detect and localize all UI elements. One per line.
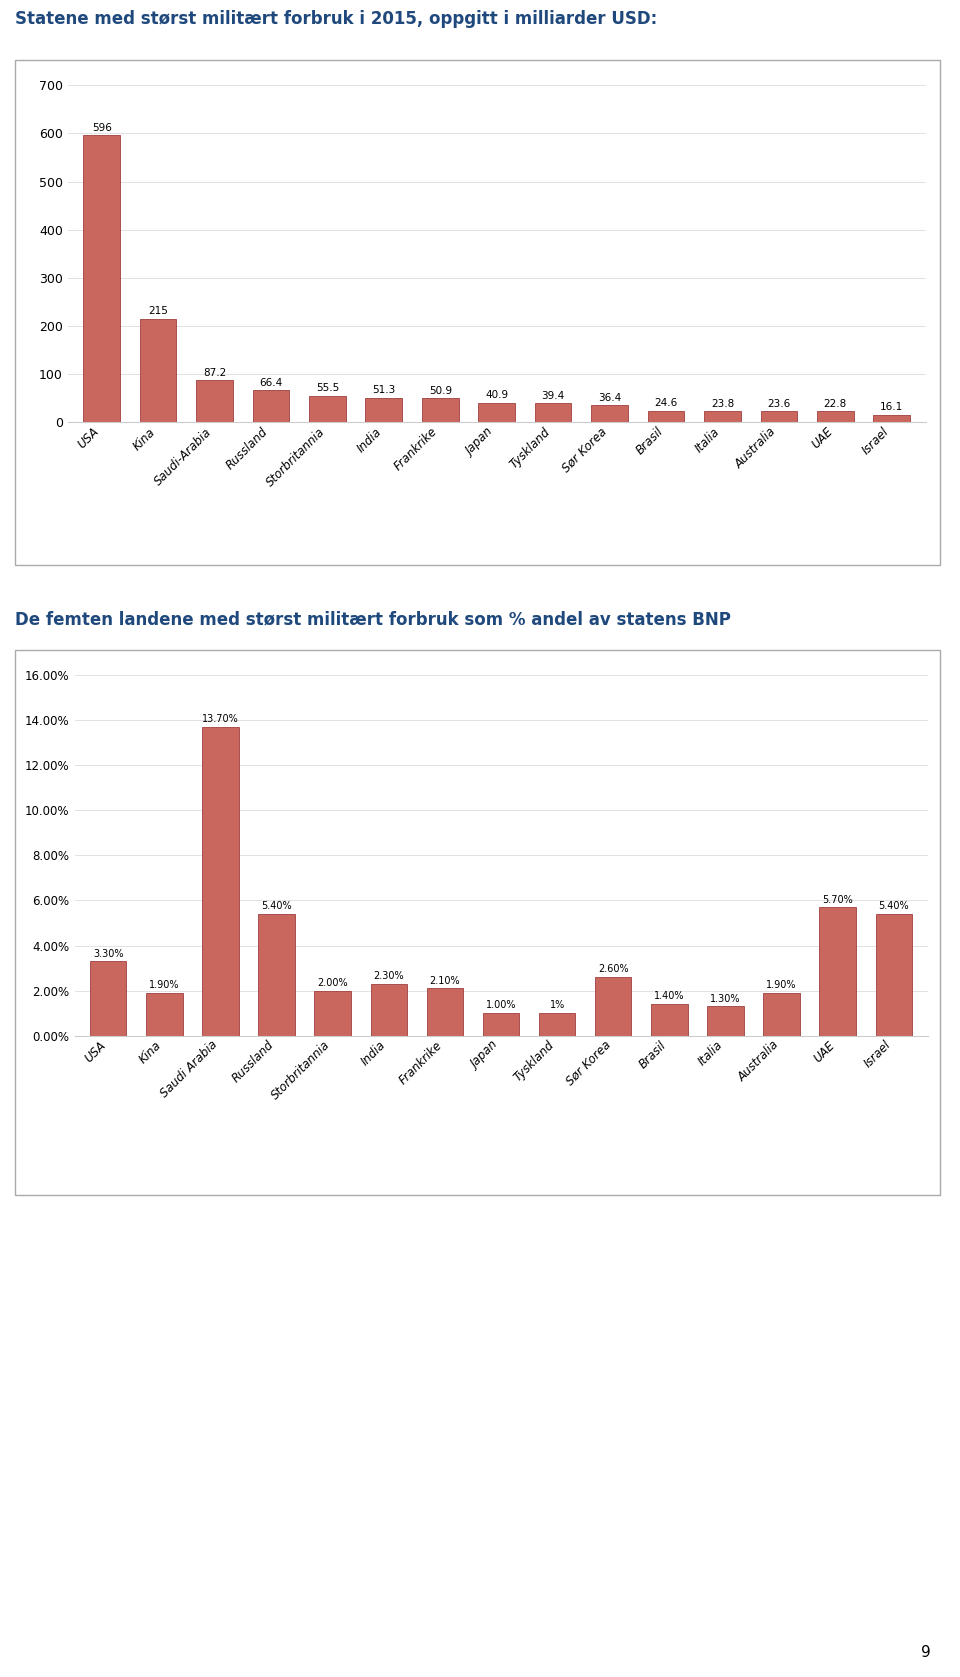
Bar: [366, 397, 402, 423]
Text: 596: 596: [92, 122, 111, 132]
Text: 5.70%: 5.70%: [823, 894, 853, 904]
Text: 13.70%: 13.70%: [202, 714, 239, 724]
Text: 2.60%: 2.60%: [598, 964, 629, 974]
Text: 2.00%: 2.00%: [318, 978, 348, 988]
Text: 16.1: 16.1: [880, 402, 903, 413]
Text: 40.9: 40.9: [485, 391, 508, 401]
Text: 50.9: 50.9: [429, 386, 452, 396]
Text: 24.6: 24.6: [655, 397, 678, 408]
Text: 55.5: 55.5: [316, 384, 339, 394]
Bar: [817, 411, 853, 423]
Text: 66.4: 66.4: [259, 377, 282, 387]
Bar: [651, 1005, 687, 1036]
Bar: [708, 1006, 744, 1036]
Text: 51.3: 51.3: [372, 386, 396, 396]
Text: 1.30%: 1.30%: [710, 994, 741, 1005]
Text: 23.6: 23.6: [767, 399, 790, 409]
Bar: [874, 414, 910, 423]
Bar: [763, 993, 800, 1036]
Text: 1%: 1%: [549, 1001, 564, 1011]
Bar: [315, 991, 351, 1036]
Text: 2.10%: 2.10%: [429, 976, 460, 986]
Bar: [760, 411, 797, 423]
Text: 1.90%: 1.90%: [766, 979, 797, 989]
Bar: [422, 397, 459, 423]
Bar: [820, 907, 856, 1036]
Bar: [483, 1013, 519, 1036]
Text: De femten landene med størst militært forbruk som % andel av statens BNP: De femten landene med størst militært fo…: [15, 610, 731, 627]
Text: 1.00%: 1.00%: [486, 1001, 516, 1011]
Text: 36.4: 36.4: [598, 392, 621, 402]
Bar: [371, 984, 407, 1036]
Bar: [90, 961, 127, 1036]
Bar: [426, 988, 463, 1036]
Text: 5.40%: 5.40%: [878, 901, 909, 911]
Bar: [146, 993, 182, 1036]
Bar: [535, 404, 571, 423]
Text: 2.30%: 2.30%: [373, 971, 404, 981]
Bar: [140, 319, 177, 423]
Bar: [258, 914, 295, 1036]
Text: 1.40%: 1.40%: [654, 991, 684, 1001]
Bar: [203, 728, 239, 1036]
Bar: [539, 1013, 575, 1036]
Text: 5.40%: 5.40%: [261, 901, 292, 911]
Text: 23.8: 23.8: [710, 399, 734, 409]
Text: 9: 9: [922, 1645, 931, 1660]
Bar: [648, 411, 684, 423]
Text: 3.30%: 3.30%: [93, 949, 124, 959]
Bar: [704, 411, 741, 423]
Text: 39.4: 39.4: [541, 391, 564, 401]
Bar: [478, 402, 516, 423]
Bar: [876, 914, 912, 1036]
Bar: [595, 978, 632, 1036]
Bar: [309, 396, 346, 423]
Bar: [591, 404, 628, 423]
Text: Statene med størst militært forbruk i 2015, oppgitt i milliarder USD:: Statene med størst militært forbruk i 20…: [15, 10, 658, 29]
Text: 87.2: 87.2: [203, 367, 227, 377]
Text: 22.8: 22.8: [824, 399, 847, 409]
Text: 215: 215: [148, 307, 168, 317]
Bar: [252, 391, 289, 423]
Bar: [84, 136, 120, 423]
Text: 1.90%: 1.90%: [149, 979, 180, 989]
Bar: [196, 381, 233, 423]
